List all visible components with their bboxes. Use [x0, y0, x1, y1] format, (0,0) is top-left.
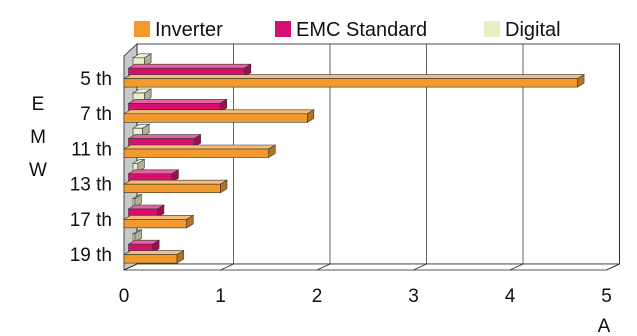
bars — [122, 53, 586, 264]
category-label-19-th: 19 th — [70, 245, 112, 266]
floor-gridline — [606, 263, 620, 271]
bar-inverter-13-th-side — [220, 179, 228, 194]
bar-emc-standard-5-th-top — [127, 63, 252, 69]
bar-emc-standard-17-th — [127, 204, 166, 219]
legend-item-digital: Digital — [484, 19, 561, 41]
bar-digital-11-th-side — [142, 123, 150, 138]
x-axis-label: A — [598, 316, 611, 336]
bar-emc-standard-13-th-top — [127, 169, 180, 175]
bar-inverter-5-th-front — [123, 78, 578, 88]
bar-inverter-5-th-top — [122, 74, 586, 79]
bar-inverter-17-th-front — [123, 219, 188, 229]
bar-digital-13-th-side — [137, 158, 145, 173]
bar-inverter-5-th — [122, 74, 586, 88]
bar-inverter-11-th-front — [123, 148, 270, 158]
bar-inverter-7-th-top — [122, 109, 315, 115]
bar-inverter-19-th — [122, 250, 185, 264]
y-axis-label-letter: E — [32, 94, 45, 115]
floor-gridline — [413, 263, 427, 271]
x-tick-labels: 0 1 2 3 4 5 — [119, 286, 612, 307]
bar-inverter-11-th-side — [268, 144, 276, 159]
category-label-5-th: 5 th — [80, 69, 112, 90]
bar-inverter-11-th — [122, 144, 277, 159]
legend-label-emc-standard: EMC Standard — [296, 19, 427, 41]
bar-digital-11-th — [131, 123, 151, 138]
bar-emc-standard-17-th-side — [157, 204, 165, 219]
bar-digital-13-th — [131, 158, 146, 173]
bar-inverter-17-th — [122, 214, 195, 229]
bar-inverter-7-th-front — [123, 113, 308, 123]
x-tick-label-0: 0 — [119, 286, 130, 307]
bar-emc-standard-13-th — [127, 169, 180, 183]
bar-emc-standard-11-th-top — [127, 134, 202, 139]
y-axis-label-letter: M — [30, 127, 46, 148]
bar-emc-standard-7-th-top — [127, 99, 228, 104]
floor-gridline — [509, 263, 524, 271]
bar-emc-standard-5-th-side — [244, 63, 252, 78]
bar-emc-standard-19-th-side — [152, 239, 160, 254]
legend-label-inverter: Inverter — [155, 19, 223, 41]
category-label-7-th: 7 th — [80, 104, 112, 125]
bar-digital-5-th-side — [144, 53, 152, 67]
bar-inverter-17-th-top — [122, 215, 195, 220]
axis-labels: A EMW — [29, 94, 611, 336]
bar-emc-standard-5-th — [127, 63, 252, 78]
bar-inverter-13-th-top — [122, 179, 229, 185]
y-axis-label: EMW — [29, 94, 47, 181]
bar-digital-5-th — [131, 53, 153, 67]
bar-emc-standard-13-th-side — [171, 169, 179, 183]
x-tick-label-1: 1 — [215, 286, 226, 307]
x-tick-label-2: 2 — [312, 286, 323, 307]
bar-digital-19-th-side — [134, 229, 142, 243]
category-label-11-th: 11 th — [71, 139, 112, 160]
bar-digital-7-th — [131, 88, 153, 103]
bar-inverter-19-th-front — [123, 254, 178, 264]
floor-gridline — [316, 263, 331, 271]
category-label-13-th: 13 th — [70, 175, 112, 196]
legend-label-digital: Digital — [505, 19, 561, 41]
legend-swatch-digital — [484, 21, 500, 37]
legend-swatch-emc-standard — [275, 21, 291, 37]
floor-gridline — [220, 263, 234, 271]
x-tick-label-5: 5 — [601, 286, 612, 307]
bar-inverter-13-th — [122, 179, 229, 194]
bar-digital-17-th — [131, 194, 143, 208]
bar-emc-standard-11-th-side — [193, 134, 201, 148]
floor-gridline — [123, 263, 138, 271]
x-tick-label-4: 4 — [505, 286, 516, 307]
y-axis-label-letter: W — [29, 160, 47, 181]
bar-emc-standard-7-th — [127, 98, 228, 113]
bar-digital-17-th-side — [134, 194, 142, 208]
bar-inverter-19-th-side — [176, 250, 184, 264]
bar-inverter-13-th-front — [123, 183, 221, 193]
bar-inverter-17-th-side — [186, 214, 194, 229]
legend-swatch-inverter — [134, 21, 150, 37]
bar-inverter-7-th — [122, 109, 315, 123]
legend: Inverter EMC Standard Digital — [134, 19, 561, 41]
bar-inverter-7-th-side — [307, 109, 315, 123]
legend-item-emc-standard: EMC Standard — [275, 19, 427, 41]
category-label-17-th: 17 th — [70, 210, 112, 231]
bar-emc-standard-11-th — [127, 134, 202, 148]
bar-digital-7-th-side — [144, 88, 152, 103]
bar-inverter-19-th-top — [122, 250, 185, 255]
legend-item-inverter: Inverter — [134, 19, 223, 41]
floor — [123, 263, 620, 271]
bar-emc-standard-7-th-side — [219, 98, 227, 113]
x-tick-label-3: 3 — [408, 286, 419, 307]
bar-inverter-5-th-side — [577, 74, 585, 88]
bar-inverter-11-th-top — [122, 144, 277, 150]
category-labels: 5 th 7 th 11 th 13 th 17 th 19 th — [70, 69, 112, 266]
